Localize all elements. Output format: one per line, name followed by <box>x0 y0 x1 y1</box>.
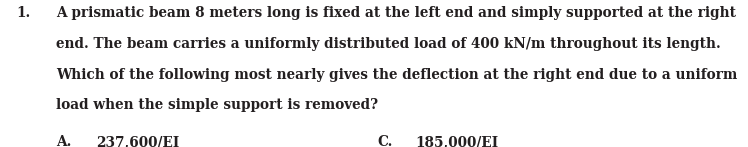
Text: A prismatic beam 8 meters long is fixed at the left end and simply supported at : A prismatic beam 8 meters long is fixed … <box>56 6 736 20</box>
Text: 237,600/EI: 237,600/EI <box>96 135 179 147</box>
Text: end. The beam carries a uniformly distributed load of 400 kN/m throughout its le: end. The beam carries a uniformly distri… <box>56 37 721 51</box>
Text: A.: A. <box>56 135 72 147</box>
Text: load when the simple support is removed?: load when the simple support is removed? <box>56 98 378 112</box>
Text: Which of the following most nearly gives the deflection at the right end due to : Which of the following most nearly gives… <box>56 68 738 82</box>
Text: 1.: 1. <box>16 6 31 20</box>
Text: C.: C. <box>378 135 393 147</box>
Text: 185,000/EI: 185,000/EI <box>415 135 498 147</box>
